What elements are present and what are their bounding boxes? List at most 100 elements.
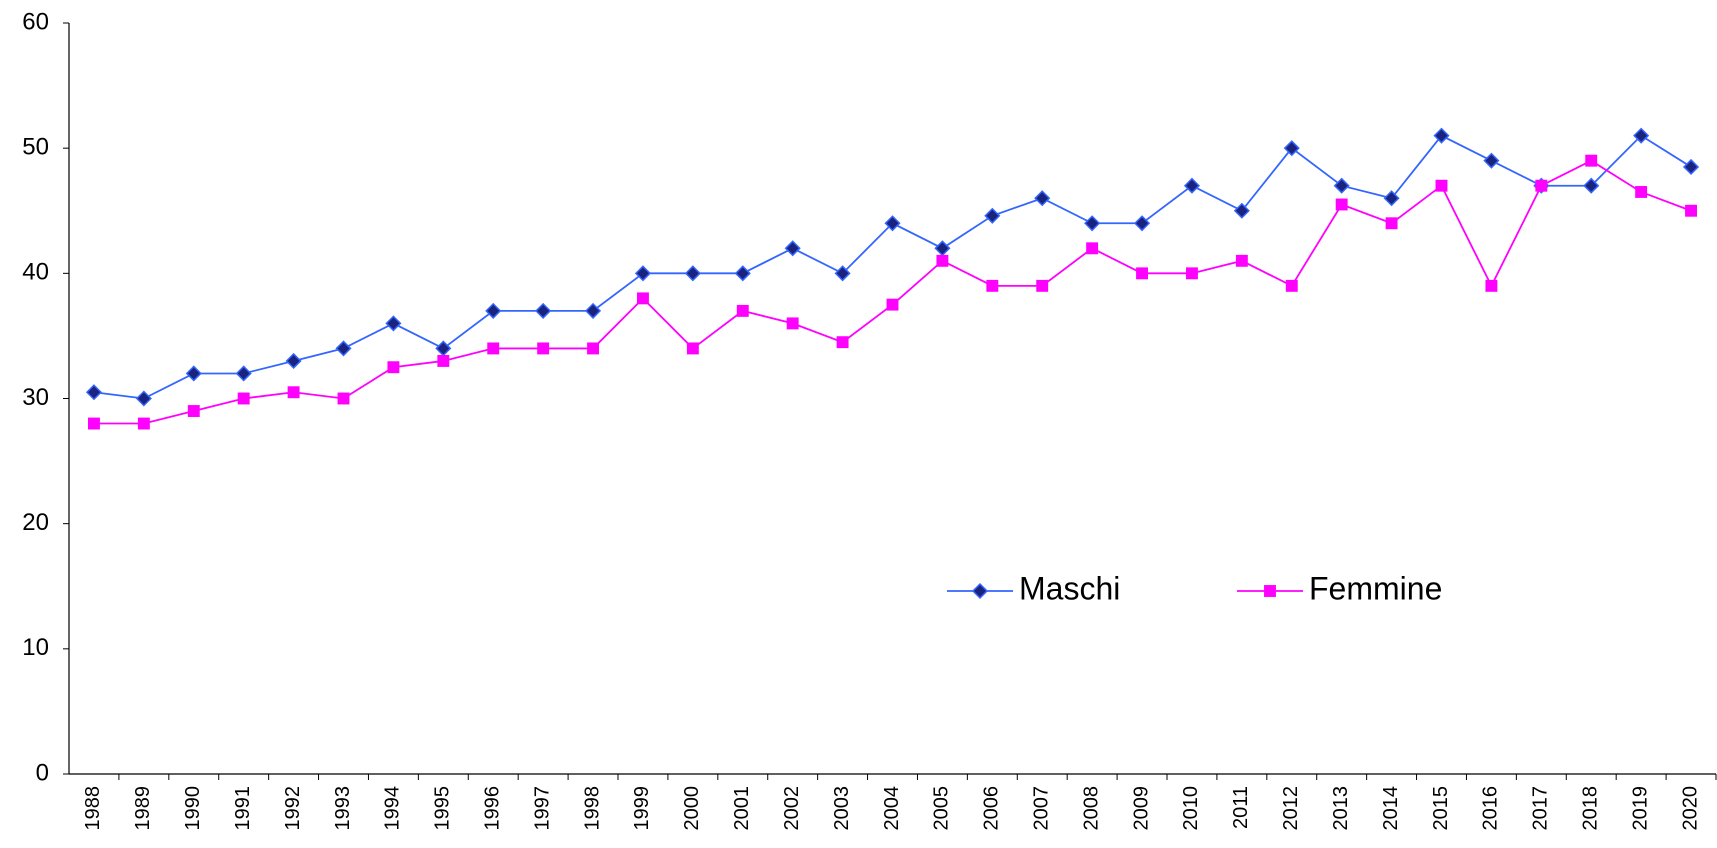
y-tick-label: 60: [22, 8, 49, 35]
x-tick-label: 1996: [482, 786, 504, 831]
point: [435, 340, 452, 357]
point: [1635, 186, 1648, 198]
point: [886, 298, 899, 311]
x-tick-label: 2008: [1080, 786, 1102, 831]
x-tick-label: 1992: [282, 786, 304, 831]
point: [637, 292, 649, 305]
x-tick-label: 2010: [1180, 786, 1202, 831]
point: [1633, 127, 1650, 144]
x-tick-label: 1994: [382, 786, 404, 831]
x-tick-label: 1989: [132, 786, 154, 831]
point: [1385, 217, 1398, 230]
x-tick-label: 2005: [931, 786, 953, 831]
point: [85, 384, 103, 401]
point: [1333, 177, 1350, 194]
point: [137, 417, 150, 430]
y-tick-label: 40: [22, 259, 49, 286]
point: [784, 240, 801, 257]
point: [1086, 242, 1099, 255]
point: [834, 265, 851, 282]
x-tick-label: 2003: [831, 786, 853, 831]
x-tick-label: 1988: [82, 786, 104, 831]
point: [1235, 254, 1248, 267]
x-tick-label: 2012: [1280, 786, 1302, 831]
x-tick-label: 1991: [232, 786, 254, 831]
point: [237, 392, 250, 405]
x-tick-label: 2014: [1380, 786, 1402, 831]
x-tick-label: 2000: [681, 786, 703, 831]
point: [934, 240, 951, 257]
x-tick-label: 2015: [1430, 786, 1452, 831]
point: [385, 315, 402, 332]
point: [584, 302, 602, 319]
point: [1535, 179, 1548, 192]
x-tick-label: 2001: [731, 786, 753, 831]
x-tick-label: 2013: [1330, 786, 1352, 831]
point: [187, 405, 200, 417]
point: [1285, 279, 1298, 292]
x-tick-label: 1993: [332, 786, 354, 831]
y-tick-label: 20: [22, 509, 49, 536]
point: [587, 342, 599, 355]
point: [287, 386, 300, 399]
point: [485, 302, 502, 319]
point: [1186, 267, 1198, 280]
legend-marker: [1264, 585, 1276, 597]
point: [1435, 179, 1448, 192]
point: [88, 417, 100, 430]
point: [986, 279, 999, 292]
x-tick-label: 1998: [581, 786, 603, 831]
series-line: [93, 134, 1692, 400]
point: [684, 265, 701, 282]
point: [1485, 279, 1498, 292]
point: [1583, 177, 1600, 194]
x-tick-label: 2002: [781, 786, 803, 831]
point: [387, 361, 400, 374]
point: [786, 317, 799, 330]
x-tick-label: 1990: [182, 786, 204, 831]
point: [285, 352, 302, 370]
y-tick-label: 0: [36, 759, 49, 786]
y-tick-label: 30: [22, 384, 49, 411]
x-tick-label: 2019: [1629, 786, 1651, 831]
point: [984, 207, 1001, 224]
point: [1233, 202, 1250, 219]
x-tick-label: 2016: [1480, 786, 1502, 831]
x-tick-label: 2007: [1031, 786, 1053, 831]
x-tick-label: 2011: [1230, 786, 1252, 829]
point: [734, 265, 751, 282]
point: [537, 342, 550, 355]
x-tick-label: 1997: [531, 786, 553, 831]
x-tick-label: 2004: [881, 786, 903, 831]
point: [1335, 198, 1348, 211]
point: [235, 365, 252, 382]
legend-label: Maschi: [1019, 570, 1120, 606]
x-tick-label: 2006: [981, 786, 1003, 831]
point: [936, 254, 949, 267]
point: [1433, 127, 1450, 144]
point: [1685, 204, 1697, 217]
point: [884, 215, 901, 232]
x-tick-label: 1995: [432, 786, 454, 831]
x-tick-label: 2020: [1679, 786, 1701, 831]
point: [487, 342, 500, 355]
point: [1084, 215, 1101, 232]
point: [1136, 267, 1148, 280]
x-tick-label: 2018: [1580, 786, 1602, 831]
point: [736, 304, 749, 317]
point: [1283, 140, 1300, 157]
legend-label: Femmine: [1309, 570, 1442, 606]
point: [1682, 158, 1700, 176]
x-tick-label: 2009: [1130, 786, 1152, 831]
point: [1183, 177, 1201, 194]
point: [1133, 215, 1151, 232]
point: [686, 342, 699, 355]
point: [1483, 152, 1500, 169]
point: [836, 336, 849, 349]
point: [335, 340, 352, 357]
legend-marker: [971, 582, 989, 600]
point: [1034, 190, 1051, 207]
point: [135, 390, 152, 407]
point: [185, 365, 202, 382]
